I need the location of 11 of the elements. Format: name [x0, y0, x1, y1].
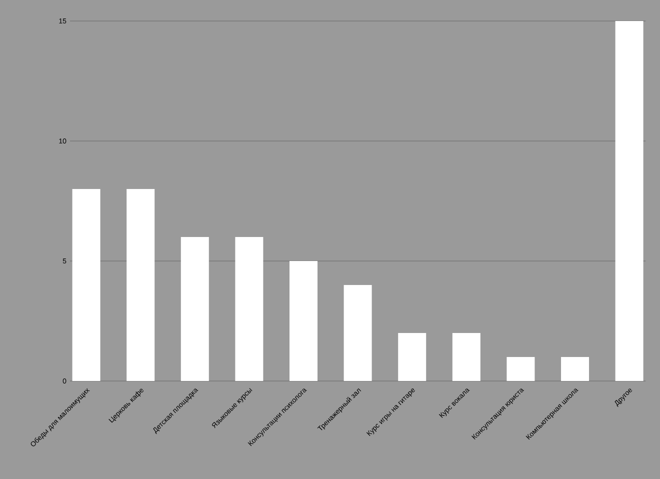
- bar: [290, 261, 318, 381]
- bar: [561, 357, 590, 381]
- bar: [398, 333, 426, 381]
- bar: [506, 357, 535, 381]
- bar: [126, 189, 155, 381]
- bar: [72, 189, 100, 381]
- bar: [615, 20, 644, 381]
- bar: [344, 285, 372, 381]
- bar: [235, 237, 264, 381]
- bar: [452, 333, 480, 381]
- bar: [180, 237, 209, 381]
